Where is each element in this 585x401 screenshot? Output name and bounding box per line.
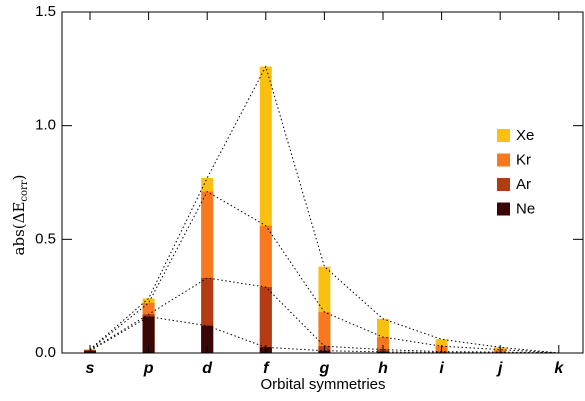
y-tick-label: 0.5 (35, 230, 56, 247)
y-label-main: abs(ΔE (10, 202, 28, 256)
x-tick-label: j (496, 360, 503, 377)
y-label-end: ) (10, 175, 28, 181)
legend-label: Xe (516, 127, 534, 144)
x-axis-label: Orbital symmetries (260, 376, 385, 393)
plot-frame (61, 11, 584, 354)
x-tick-label: h (378, 360, 388, 377)
x-tick-label: f (263, 360, 270, 377)
x-tick-label: p (143, 360, 154, 377)
x-tick-label: g (319, 360, 330, 377)
y-tick-label: 0.0 (35, 344, 56, 361)
bar (201, 325, 214, 353)
legend-swatch (497, 202, 510, 216)
y-axis-label: abs(ΔEcorr) (10, 175, 30, 256)
x-tick-label: k (554, 360, 564, 377)
legend-swatch (497, 153, 510, 167)
bar (318, 312, 331, 353)
x-tick-label: d (202, 360, 213, 377)
legend-swatch (497, 178, 510, 191)
y-label-sub: corr (19, 180, 30, 201)
legend-label: Kr (516, 151, 531, 168)
x-tick-label: i (439, 360, 444, 377)
trend-line (89, 190, 559, 354)
bar (259, 287, 272, 353)
legend-label: Ne (516, 200, 535, 217)
bar (142, 316, 155, 353)
y-tick-label: 1.0 (35, 117, 56, 134)
x-tick-label: s (86, 360, 95, 377)
legend-swatch (497, 129, 510, 142)
legend-label: Ar (516, 176, 531, 193)
y-tick-label: 1.5 (35, 3, 56, 20)
